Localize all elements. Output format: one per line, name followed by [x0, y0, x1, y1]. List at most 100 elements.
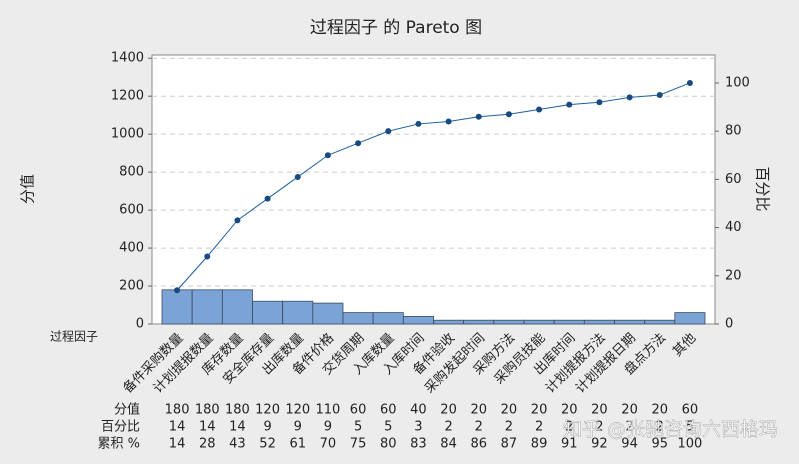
bar: [221, 289, 253, 325]
cumulative-point: [445, 118, 452, 125]
bar: [644, 319, 676, 325]
table-cell: 20: [501, 403, 518, 418]
table-cell: 95: [651, 437, 668, 452]
table-cell: 14: [229, 420, 246, 435]
cumulative-point: [294, 173, 301, 180]
y-tick-label: 400: [119, 241, 144, 256]
y2-tick-label: 80: [725, 124, 742, 139]
table-cell: 20: [651, 403, 668, 418]
cumulative-point: [475, 113, 482, 120]
table-cell: 2: [625, 420, 633, 435]
table-cell: 86: [470, 437, 487, 452]
table-cell: 89: [531, 437, 548, 452]
cumulative-point: [174, 287, 181, 294]
y-tick-label: 1000: [111, 127, 144, 142]
y2-tick-label: 0: [725, 317, 733, 332]
bar: [433, 319, 465, 325]
table-cell: 20: [531, 403, 548, 418]
cumulative-point: [686, 79, 693, 86]
bar: [674, 312, 706, 325]
cumulative-point: [415, 120, 422, 127]
cumulative-point: [324, 152, 331, 159]
table-cell: 83: [410, 437, 427, 452]
table-cell: 2: [535, 420, 543, 435]
table-cell: 2: [475, 420, 483, 435]
table-cell: 52: [259, 437, 276, 452]
table-cell: 5: [686, 420, 694, 435]
table-cell: 5: [354, 420, 362, 435]
cumulative-point: [626, 94, 633, 101]
y2-tick-label: 40: [725, 220, 742, 235]
table-cell: 180: [165, 403, 190, 418]
cumulative-point: [566, 101, 573, 108]
table-cell: 110: [316, 403, 341, 418]
table-cell: 87: [501, 437, 518, 452]
y-tick-label: 800: [119, 165, 144, 180]
y-tick-label: 600: [119, 203, 144, 218]
table-cell: 20: [470, 403, 487, 418]
y-tick-label: 200: [119, 279, 144, 294]
table-cell: 92: [591, 437, 608, 452]
table-cell: 120: [285, 403, 310, 418]
table-cell: 20: [621, 403, 638, 418]
table-cell: 2: [595, 420, 603, 435]
bar: [161, 289, 193, 325]
watermark: 知乎 @张驰咨询六西格玛: [563, 419, 778, 441]
table-cell: 14: [169, 437, 186, 452]
table-cell: 20: [591, 403, 608, 418]
y-axis-title: 分值: [19, 174, 37, 204]
chart-title: 过程因子 的 Pareto 图: [310, 18, 482, 38]
table-cell: 84: [440, 437, 457, 452]
bar: [402, 316, 434, 325]
bar: [614, 319, 646, 325]
y2-tick-label: 20: [725, 268, 742, 283]
table-cell: 61: [289, 437, 306, 452]
table-cell: 180: [225, 403, 250, 418]
cumulative-point: [234, 217, 241, 224]
table-cell: 2: [505, 420, 513, 435]
bar: [282, 300, 314, 325]
table-cell: 2: [656, 420, 664, 435]
table-cell: 2: [444, 420, 452, 435]
table-cell: 28: [199, 437, 216, 452]
plot-area: [151, 54, 716, 325]
table-row-label: 百分比: [101, 420, 140, 435]
y-tick-label: 1400: [111, 51, 144, 66]
cumulative-line: [176, 82, 691, 291]
table-cell: 60: [350, 403, 367, 418]
y-tick-label: 1200: [111, 89, 144, 104]
table-cell: 40: [410, 403, 427, 418]
table-row-label: 累积 %: [98, 437, 141, 452]
cumulative-point: [385, 128, 392, 135]
y2-tick-label: 100: [725, 75, 750, 90]
table-cell: 14: [199, 420, 216, 435]
table-cell: 2: [565, 420, 573, 435]
table-row-label: 分值: [114, 402, 140, 418]
table-cell: 120: [255, 403, 280, 418]
table-cell: 70: [320, 437, 337, 452]
y-tick-label: 0: [136, 317, 144, 332]
table-cell: 5: [384, 420, 392, 435]
bar: [583, 319, 615, 325]
table-cell: 20: [440, 403, 457, 418]
table-cell: 43: [229, 437, 246, 452]
bar: [191, 289, 223, 325]
table-cell: 9: [294, 420, 302, 435]
bar: [463, 319, 495, 325]
bar: [252, 300, 284, 325]
bar: [312, 302, 344, 325]
table-cell: 180: [195, 403, 220, 418]
cumulative-point: [596, 99, 603, 106]
bar: [493, 319, 525, 325]
table-cell: 60: [380, 403, 397, 418]
bar: [372, 312, 404, 325]
table-cell: 80: [380, 437, 397, 452]
table-cell: 9: [263, 420, 271, 435]
cumulative-point: [264, 195, 271, 202]
table-cell: 91: [561, 437, 578, 452]
table-cell: 94: [621, 437, 638, 452]
bar: [553, 319, 585, 325]
bar: [523, 319, 555, 325]
y2-axis-title: 百分比: [754, 166, 772, 211]
